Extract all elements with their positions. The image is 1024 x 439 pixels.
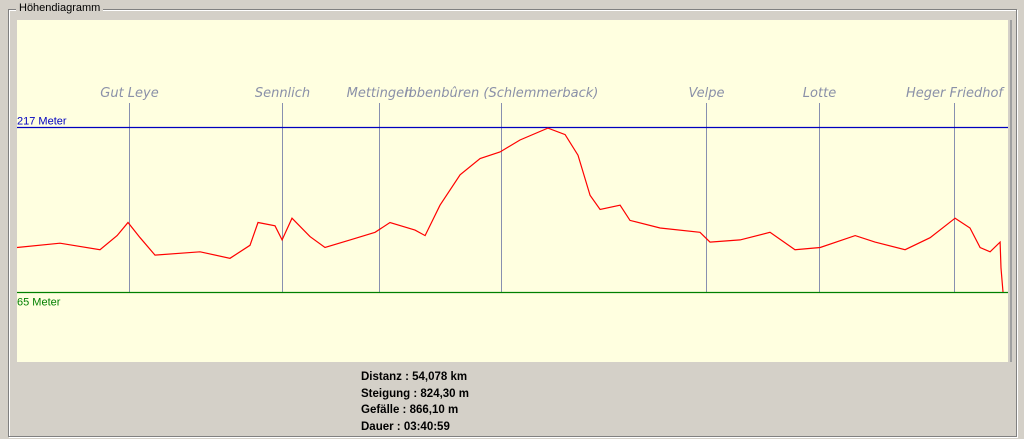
reference-label: 217 Meter (17, 116, 67, 128)
waypoint-label: Mettingen (347, 86, 413, 101)
stat-duration: Dauer : 03:40:59 (361, 420, 450, 433)
stat-climb: Steigung : 824,30 m (361, 387, 470, 400)
waypoint-label: Sennlich (255, 86, 310, 101)
waypoint-label: Gut Leye (100, 86, 158, 101)
groupbox-title: Höhendiagramm (16, 2, 104, 14)
elevation-chart: Gut Leye Sennlich Mettingen Ibbenbûren (Sch… (17, 20, 1008, 362)
stat-descent: Gefälle : 866,10 m (361, 404, 459, 416)
elevation-groupbox (8, 9, 1017, 437)
waypoint-label: Heger Friedhof (906, 86, 1005, 101)
stat-distance: Distanz : 54,078 km (361, 371, 468, 383)
waypoint-label: Velpe (689, 86, 725, 101)
reference-label: 65 Meter (17, 297, 61, 309)
right-border (1010, 20, 1012, 362)
waypoint-label: Lotte (803, 86, 836, 101)
waypoint-label: Ibbenbûren (Schlemmerback) (405, 86, 599, 101)
route-stats: Distanz : 54,078 km Steigung : 824,30 m … (361, 369, 469, 435)
elevation-profile-line (17, 127, 1004, 293)
